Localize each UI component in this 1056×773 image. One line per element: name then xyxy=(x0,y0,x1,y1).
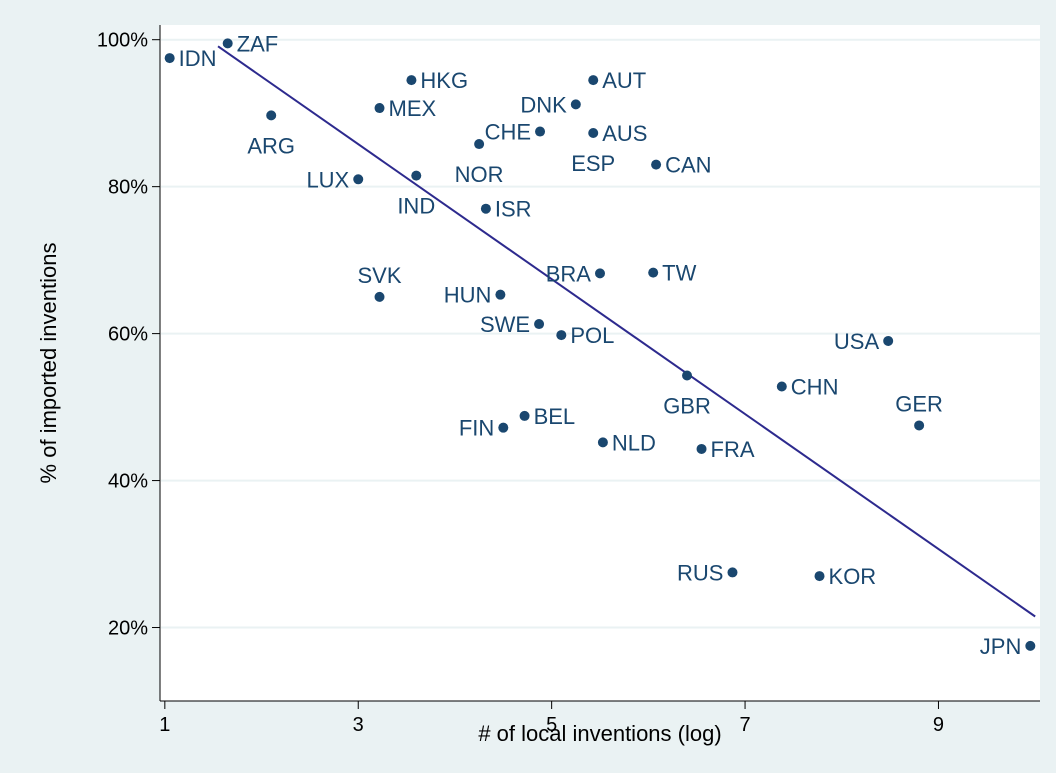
point-label: TW xyxy=(662,261,696,286)
point-label: BEL xyxy=(534,404,576,429)
y-tick-label: 20% xyxy=(108,618,148,640)
x-tick-label: 3 xyxy=(353,714,364,736)
data-point xyxy=(474,139,485,150)
point-label: LUX xyxy=(306,167,349,192)
point-label: IND xyxy=(397,194,435,219)
axes: 20% 40% 60% 80% 100% 1 3 5 7 9 xyxy=(97,25,1040,736)
data-point xyxy=(495,289,506,300)
point-label: ISR xyxy=(495,197,532,222)
point-label: FRA xyxy=(711,437,755,462)
data-point xyxy=(883,335,894,346)
point-label: SVK xyxy=(358,263,402,288)
data-point xyxy=(597,437,608,448)
point-label: ZAF xyxy=(237,31,279,56)
data-point xyxy=(814,571,825,582)
x-tick-label: 5 xyxy=(546,714,557,736)
data-point xyxy=(651,159,662,170)
data-point xyxy=(648,267,659,278)
point-label: ESP xyxy=(571,151,615,176)
x-tick-label: 9 xyxy=(933,714,944,736)
point-label: SWE xyxy=(480,312,530,337)
data-point xyxy=(570,99,581,110)
point-label: AUT xyxy=(602,68,646,93)
y-tick-label: 80% xyxy=(108,177,148,199)
point-label: GBR xyxy=(663,393,711,418)
point-label: CHN xyxy=(791,375,839,400)
data-point xyxy=(727,567,738,578)
data-point xyxy=(374,103,385,114)
data-point xyxy=(776,381,787,392)
point-label: HUN xyxy=(444,283,492,308)
data-point xyxy=(374,291,385,302)
x-tick-label: 7 xyxy=(739,714,750,736)
x-axis-label: # of local inventions (log) xyxy=(478,721,721,746)
data-point xyxy=(556,330,567,341)
point-label: ARG xyxy=(247,133,295,158)
data-point xyxy=(498,422,509,433)
y-axis-label: % of imported inventions xyxy=(36,243,61,484)
data-point xyxy=(519,410,530,421)
data-point xyxy=(588,75,599,86)
data-point xyxy=(353,174,364,185)
data-point xyxy=(411,170,422,181)
point-label: JPN xyxy=(980,634,1022,659)
point-label: NLD xyxy=(612,430,656,455)
plot-area xyxy=(160,25,1040,701)
point-label: RUS xyxy=(677,560,723,585)
point-label: USA xyxy=(834,329,880,354)
point-label: IDN xyxy=(179,46,217,71)
y-tick-label: 60% xyxy=(108,324,148,346)
data-point xyxy=(588,128,599,139)
data-point xyxy=(682,370,693,381)
data-point xyxy=(534,319,545,330)
point-label: GER xyxy=(895,391,943,416)
data-point xyxy=(266,110,277,121)
data-point xyxy=(1025,640,1036,651)
data-point xyxy=(696,443,707,454)
data-point xyxy=(164,53,175,64)
y-tick-label: 40% xyxy=(108,471,148,493)
x-tick-label: 1 xyxy=(159,714,170,736)
point-label: MEX xyxy=(389,96,437,121)
data-point xyxy=(222,38,233,49)
point-label: FIN xyxy=(459,416,494,441)
data-point xyxy=(914,420,925,431)
point-label: NOR xyxy=(455,162,504,187)
data-point xyxy=(406,75,417,86)
point-label: KOR xyxy=(829,564,877,589)
data-point xyxy=(480,203,491,214)
data-point xyxy=(535,126,546,137)
point-label: POL xyxy=(570,323,614,348)
point-label: CHE xyxy=(485,120,531,145)
y-tick-label: 100% xyxy=(97,30,148,52)
point-label: AUS xyxy=(602,121,647,146)
point-label: HKG xyxy=(420,68,468,93)
data-point xyxy=(595,268,605,279)
point-label: DNK xyxy=(520,92,567,117)
data-points: IDN ZAF ARG LUX HKG MEX IND NOR ISR CHE DNK AUT AUS E… xyxy=(164,31,1036,659)
point-label: BRA xyxy=(546,261,592,286)
fit-line xyxy=(217,45,1036,618)
gridlines xyxy=(161,38,1040,629)
fit-line-group xyxy=(217,45,1036,618)
point-label: CAN xyxy=(665,153,711,178)
